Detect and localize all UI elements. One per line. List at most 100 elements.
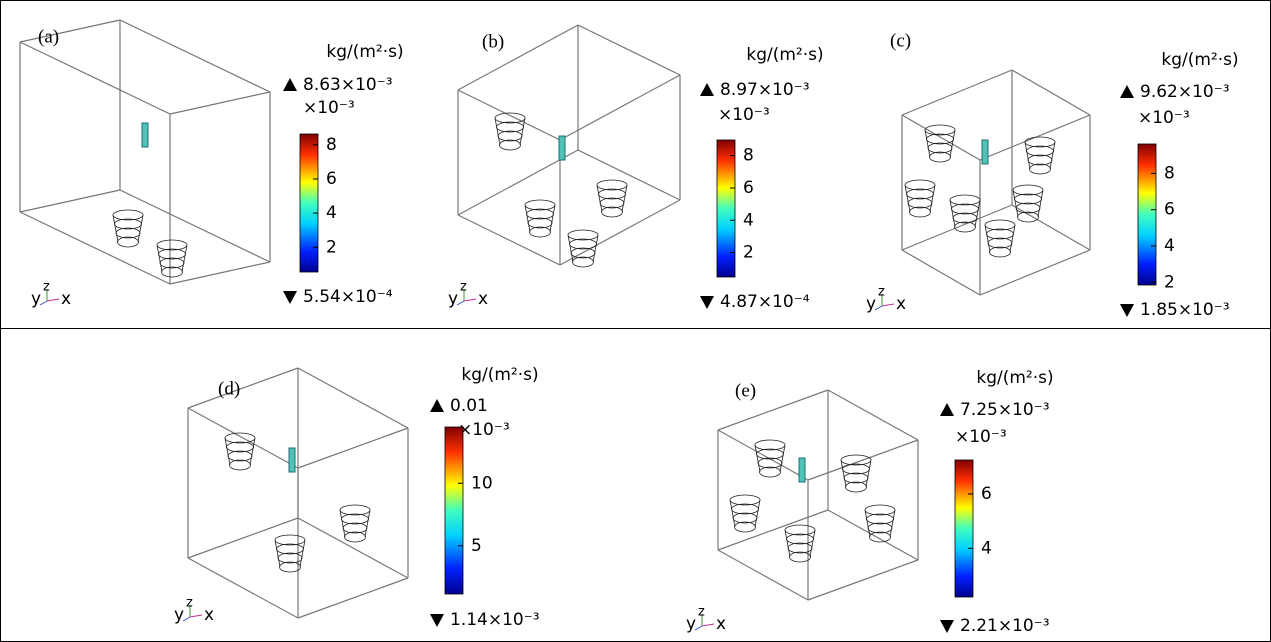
outlet xyxy=(1025,137,1055,147)
box-edge xyxy=(188,518,298,558)
outlet xyxy=(280,562,301,572)
triad-x: x xyxy=(61,289,71,309)
outlet xyxy=(1010,225,1015,252)
box-edge xyxy=(298,428,408,468)
outlet xyxy=(527,209,554,219)
outlet xyxy=(841,460,846,487)
min-marker xyxy=(700,296,714,309)
outlet xyxy=(227,442,254,452)
inlet xyxy=(799,458,805,482)
min-label: 4.87×10⁻⁴ xyxy=(720,292,810,312)
outlet xyxy=(570,239,597,249)
outlet xyxy=(525,200,555,210)
outlet xyxy=(597,185,602,212)
triad-axis xyxy=(464,299,476,301)
colorbar-tick-label: 6 xyxy=(743,178,754,198)
outlet xyxy=(988,238,1012,248)
outlet xyxy=(1027,146,1054,156)
unit: kg/(m²·s) xyxy=(976,368,1053,388)
outlet xyxy=(300,540,305,567)
outlet xyxy=(568,230,598,240)
box-edge xyxy=(458,25,578,90)
outlet xyxy=(1038,190,1043,217)
outlet xyxy=(160,258,184,268)
outlet xyxy=(230,460,251,470)
colorbar-tick-label: 2 xyxy=(743,243,754,263)
box-edge xyxy=(458,215,560,265)
outlet xyxy=(500,140,521,150)
scale-label: ×10⁻³ xyxy=(955,427,1007,447)
outlet xyxy=(157,245,162,272)
panel: (e)kg/(m²·s)7.25×10⁻³×10⁻³2.21×10⁻³46yzx xyxy=(686,368,1054,636)
outlet xyxy=(340,505,370,515)
box-edge xyxy=(902,250,980,295)
min-label: 2.21×10⁻³ xyxy=(960,616,1050,636)
colorbar-tick-label: 8 xyxy=(743,146,754,166)
outlet xyxy=(790,552,811,562)
outlet xyxy=(593,235,598,262)
colorbar xyxy=(445,427,463,594)
box-edge xyxy=(188,368,298,408)
scale-label: ×10⁻³ xyxy=(303,98,355,118)
max-label: 7.25×10⁻³ xyxy=(960,400,1050,420)
colorbar-tick-label: 6 xyxy=(981,484,992,504)
outlet xyxy=(495,113,525,123)
outlet xyxy=(760,467,781,477)
outlet xyxy=(785,525,815,535)
colorbar-tick-label: 8 xyxy=(1164,163,1175,183)
outlet xyxy=(340,510,345,537)
outlet xyxy=(787,534,814,544)
colorbar-tick-label: 4 xyxy=(1164,236,1175,256)
outlet xyxy=(228,451,252,461)
box-edge xyxy=(120,190,270,262)
outlet xyxy=(755,445,760,472)
outlet xyxy=(905,185,910,212)
outlet xyxy=(1013,185,1043,195)
outlet xyxy=(343,523,367,533)
min-marker xyxy=(1120,304,1134,317)
min-marker xyxy=(283,291,297,304)
outlet xyxy=(600,198,624,208)
outlet xyxy=(498,131,522,141)
max-label: 8.63×10⁻³ xyxy=(303,75,393,95)
colorbar xyxy=(300,134,318,272)
colorbar-tick-label: 4 xyxy=(743,210,754,230)
outlet xyxy=(113,215,118,242)
unit: kg/(m²·s) xyxy=(746,45,823,65)
triad-y: y xyxy=(686,614,696,634)
outlet xyxy=(950,195,980,205)
scale-label: ×10⁻³ xyxy=(1138,108,1190,128)
outlet xyxy=(113,210,143,220)
outlet xyxy=(1013,190,1018,217)
unit: kg/(m²·s) xyxy=(1161,50,1238,70)
outlet xyxy=(928,143,952,153)
outlet xyxy=(138,215,143,242)
box-edge xyxy=(560,200,680,265)
outlet xyxy=(950,200,955,227)
outlet xyxy=(732,504,759,514)
inlet xyxy=(982,140,988,164)
triad-z: z xyxy=(186,596,193,611)
box-edge xyxy=(298,518,408,578)
outlet xyxy=(1050,142,1055,169)
outlet xyxy=(735,522,756,532)
outlet xyxy=(525,205,530,232)
outlet xyxy=(925,125,955,135)
outlet xyxy=(930,185,935,212)
panel: (a)kg/(m²·s)8.63×10⁻³×10⁻³5.54×10⁻⁴2468y… xyxy=(20,20,404,309)
outlet xyxy=(985,225,990,252)
min-marker xyxy=(430,614,444,627)
box-edge xyxy=(170,262,270,284)
outlet xyxy=(530,227,551,237)
triad-y: y xyxy=(866,294,876,314)
panel-label: (c) xyxy=(890,30,911,51)
colorbar-tick-label: 6 xyxy=(1164,200,1175,220)
outlet xyxy=(844,473,868,483)
outlet xyxy=(497,122,524,132)
colorbar-tick-label: 2 xyxy=(1164,272,1175,292)
box-edge xyxy=(902,205,1012,250)
unit: kg/(m²·s) xyxy=(461,365,538,385)
box-edge xyxy=(458,90,560,140)
min-label: 1.85×10⁻³ xyxy=(1140,300,1230,320)
triad-y: y xyxy=(174,605,184,625)
